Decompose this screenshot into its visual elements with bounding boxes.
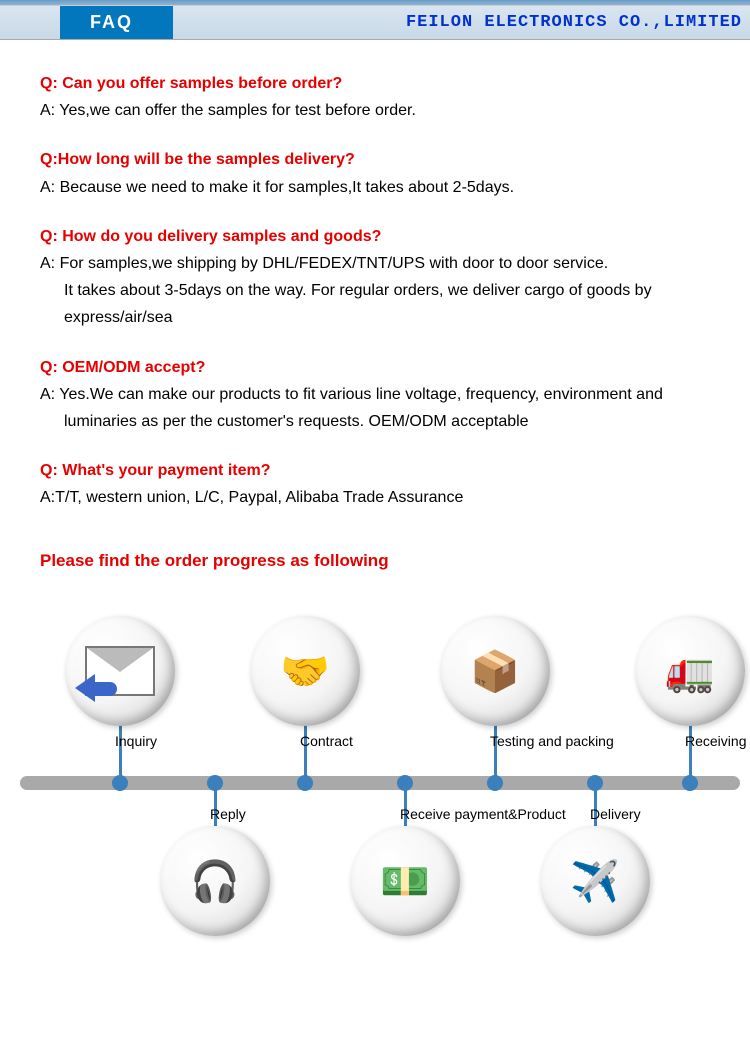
faq-item: Q:How long will be the samples delivery?… <box>40 146 710 200</box>
faq-item: Q: How do you delivery samples and goods… <box>40 223 710 332</box>
timeline-step-icon: 🚛 <box>635 616 745 726</box>
timeline-bar <box>20 776 740 790</box>
progress-note: Please find the order progress as follow… <box>40 551 710 571</box>
timeline-step-icon: 🤝 <box>250 616 360 726</box>
faq-question: Q: How do you delivery samples and goods… <box>40 223 710 250</box>
faq-answer-line: A: Yes.We can make our products to fit v… <box>40 381 710 408</box>
faq-tab: FAQ <box>60 6 173 39</box>
timeline-step-icon: ✈️ <box>540 826 650 936</box>
order-progress-timeline: Inquiry🤝Contract📦Testing and packing🚛Rec… <box>20 611 740 961</box>
envelope-icon <box>85 646 155 696</box>
timeline-step-icon <box>65 616 175 726</box>
faq-item: Q: OEM/ODM accept?A: Yes.We can make our… <box>40 354 710 436</box>
faq-question: Q: OEM/ODM accept? <box>40 354 710 381</box>
timeline-step-label: Contract <box>300 733 353 749</box>
faq-answer-line: express/air/sea <box>40 304 710 331</box>
timeline-step-icon: 📦 <box>440 616 550 726</box>
content-area: Q: Can you offer samples before order?A:… <box>0 40 750 981</box>
timeline-step-icon: 💵 <box>350 826 460 936</box>
faq-answer-line: It takes about 3-5days on the way. For r… <box>40 277 710 304</box>
faq-answer-line: A: Yes,we can offer the samples for test… <box>40 97 710 124</box>
faq-question: Q: What's your payment item? <box>40 457 710 484</box>
faq-question: Q:How long will be the samples delivery? <box>40 146 710 173</box>
timeline-step-label: Delivery <box>590 806 641 822</box>
timeline-step-label: Inquiry <box>115 733 157 749</box>
faq-answer-line: luminaries as per the customer's request… <box>40 408 710 435</box>
timeline-step-icon: 🎧 <box>160 826 270 936</box>
faq-answer-line: A:T/T, western union, L/C, Paypal, Aliba… <box>40 484 710 511</box>
faq-answer-line: A: For samples,we shipping by DHL/FEDEX/… <box>40 250 710 277</box>
timeline-step-label: Receive payment&Product <box>400 806 566 822</box>
faq-list: Q: Can you offer samples before order?A:… <box>40 70 710 511</box>
header-row: FAQ FEILON ELECTRONICS CO.,LIMITED <box>0 6 750 40</box>
faq-answer-line: A: Because we need to make it for sample… <box>40 174 710 201</box>
timeline-step-label: Receiving <box>685 733 746 749</box>
faq-question: Q: Can you offer samples before order? <box>40 70 710 97</box>
timeline-step-label: Reply <box>210 806 246 822</box>
company-name: FEILON ELECTRONICS CO.,LIMITED <box>406 6 750 39</box>
timeline-step-label: Testing and packing <box>490 733 614 749</box>
faq-item: Q: Can you offer samples before order?A:… <box>40 70 710 124</box>
faq-item: Q: What's your payment item?A:T/T, weste… <box>40 457 710 511</box>
